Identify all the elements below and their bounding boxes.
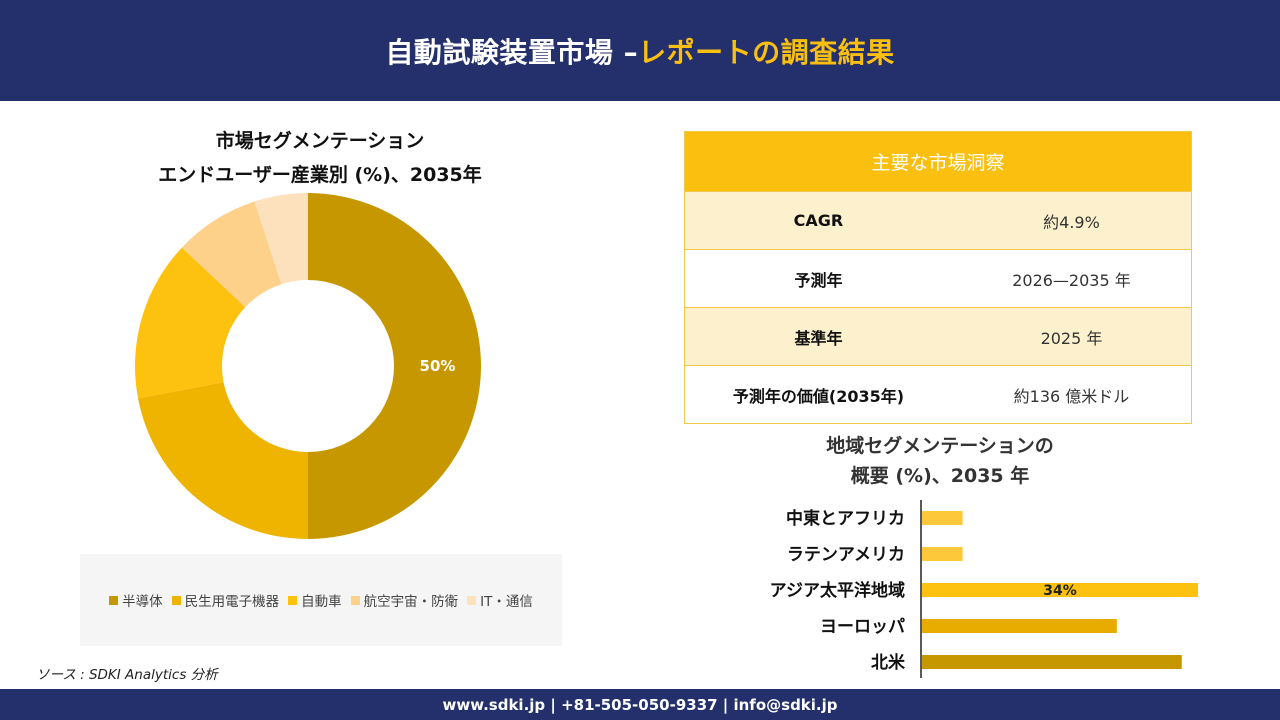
legend-item: IT・通信 bbox=[467, 590, 533, 610]
market-insights-table: 主要な市場洞察 CAGR 約4.9% 予測年 2026—2035 年 基準年 2… bbox=[684, 131, 1192, 424]
legend-label: IT・通信 bbox=[480, 594, 533, 610]
header-title: 自動試験装置市場 – bbox=[385, 35, 639, 69]
legend-swatch bbox=[350, 595, 360, 605]
region-bar bbox=[922, 655, 1182, 669]
region-title-line1: 地域セグメンテーションの bbox=[826, 435, 1054, 457]
legend-item: 航空宇宙・防衛 bbox=[350, 590, 459, 610]
bar-category-label: ラテンアメリカ bbox=[787, 545, 905, 565]
source-note: ソース : SDKI Analytics 分析 bbox=[36, 667, 218, 683]
legend-label: 航空宇宙・防衛 bbox=[363, 594, 459, 610]
insight-value: 2025 年 bbox=[1040, 328, 1103, 348]
region-bar bbox=[922, 511, 963, 525]
region-title-line2: 概要 (%)、2035 年 bbox=[850, 465, 1030, 487]
donut-data-label: 50% bbox=[420, 357, 456, 375]
legend-swatch bbox=[467, 595, 477, 605]
donut-legend: 半導体 民生用電子機器 自動車 航空宇宙・防衛 IT・通信 bbox=[80, 554, 562, 646]
region-bar bbox=[922, 547, 963, 561]
insight-key: 予測年 bbox=[794, 270, 843, 290]
insight-key: CAGR bbox=[793, 211, 844, 230]
legend-label: 半導体 bbox=[122, 594, 163, 610]
insight-row: CAGR 約4.9% bbox=[685, 191, 1191, 249]
report-header: 自動試験装置市場 – レポートの調査結果 bbox=[0, 0, 1280, 101]
donut-title-line2: エンドユーザー産業別 (%)、2035年 bbox=[158, 164, 482, 186]
donut-chart-title: 市場セグメンテーション エンドユーザー産業別 (%)、2035年 bbox=[110, 124, 530, 192]
insight-key: 予測年の価値(2035年) bbox=[732, 386, 905, 406]
insight-row: 基準年 2025 年 bbox=[685, 307, 1191, 365]
insight-key: 基準年 bbox=[794, 328, 843, 348]
region-chart-title: 地域セグメンテーションの 概要 (%)、2035 年 bbox=[760, 431, 1120, 491]
region-bar bbox=[922, 619, 1117, 633]
legend-label: 民生用電子機器 bbox=[184, 594, 280, 610]
insight-value: 約136 億米ドル bbox=[1013, 386, 1130, 406]
donut-slice bbox=[254, 193, 308, 285]
insights-heading: 主要な市場洞察 bbox=[685, 132, 1191, 191]
bar-data-label: 34% bbox=[1043, 583, 1077, 599]
donut-slice bbox=[308, 193, 481, 539]
legend-swatch bbox=[288, 595, 298, 605]
region-bar bbox=[922, 583, 1198, 597]
insight-row: 予測年 2026—2035 年 bbox=[685, 249, 1191, 307]
legend-swatch bbox=[171, 595, 181, 605]
donut-chart: 50% bbox=[135, 193, 481, 539]
bar-category-label: 中東とアフリカ bbox=[786, 508, 905, 529]
bar-category-label: 北米 bbox=[871, 652, 906, 673]
donut-slice bbox=[181, 201, 282, 308]
contact-footer: www.sdki.jp | +81-505-050-9337 | info@sd… bbox=[0, 689, 1280, 720]
legend-item: 自動車 bbox=[288, 590, 342, 610]
legend-label: 自動車 bbox=[301, 594, 342, 610]
insight-value: 約4.9% bbox=[1043, 212, 1100, 232]
bar-category-label: ヨーロッパ bbox=[820, 617, 905, 637]
donut-slice bbox=[138, 382, 308, 539]
legend-item: 民生用電子機器 bbox=[171, 590, 280, 610]
donut-slice bbox=[135, 247, 246, 399]
insight-value: 2026—2035 年 bbox=[1012, 270, 1131, 290]
donut-title-line1: 市場セグメンテーション bbox=[215, 130, 425, 152]
insight-row: 予測年の価値(2035年) 約136 億米ドル bbox=[685, 365, 1191, 423]
legend-item: 半導体 bbox=[109, 590, 163, 610]
bar-category-label: アジア太平洋地域 bbox=[770, 580, 905, 601]
legend-swatch bbox=[109, 595, 119, 605]
header-title-accent: レポートの調査結果 bbox=[638, 35, 895, 69]
